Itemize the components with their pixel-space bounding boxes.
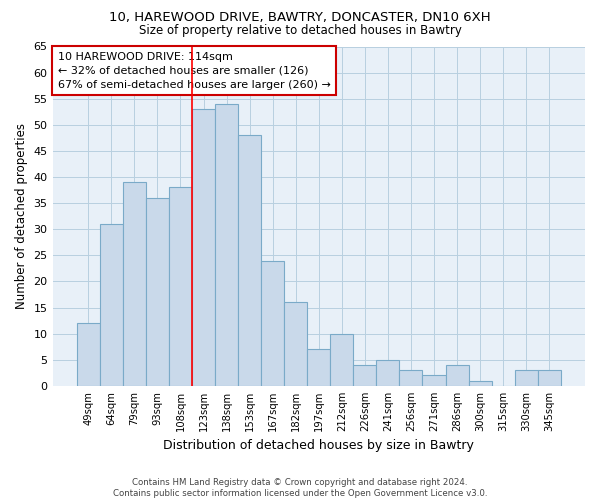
- Bar: [353, 365, 376, 386]
- Bar: [192, 109, 215, 386]
- Bar: [77, 324, 100, 386]
- Bar: [400, 370, 422, 386]
- Text: Contains HM Land Registry data © Crown copyright and database right 2024.
Contai: Contains HM Land Registry data © Crown c…: [113, 478, 487, 498]
- Text: Size of property relative to detached houses in Bawtry: Size of property relative to detached ho…: [139, 24, 461, 37]
- Bar: [215, 104, 238, 386]
- Bar: [515, 370, 538, 386]
- Text: 10 HAREWOOD DRIVE: 114sqm
← 32% of detached houses are smaller (126)
67% of semi: 10 HAREWOOD DRIVE: 114sqm ← 32% of detac…: [58, 52, 331, 90]
- Bar: [422, 376, 446, 386]
- Bar: [146, 198, 169, 386]
- X-axis label: Distribution of detached houses by size in Bawtry: Distribution of detached houses by size …: [163, 440, 474, 452]
- Bar: [538, 370, 561, 386]
- Text: 10, HAREWOOD DRIVE, BAWTRY, DONCASTER, DN10 6XH: 10, HAREWOOD DRIVE, BAWTRY, DONCASTER, D…: [109, 11, 491, 24]
- Bar: [169, 188, 192, 386]
- Bar: [261, 260, 284, 386]
- Bar: [100, 224, 123, 386]
- Bar: [238, 136, 261, 386]
- Bar: [284, 302, 307, 386]
- Bar: [376, 360, 400, 386]
- Bar: [330, 334, 353, 386]
- Bar: [469, 380, 491, 386]
- Y-axis label: Number of detached properties: Number of detached properties: [15, 123, 28, 309]
- Bar: [123, 182, 146, 386]
- Bar: [307, 350, 330, 386]
- Bar: [446, 365, 469, 386]
